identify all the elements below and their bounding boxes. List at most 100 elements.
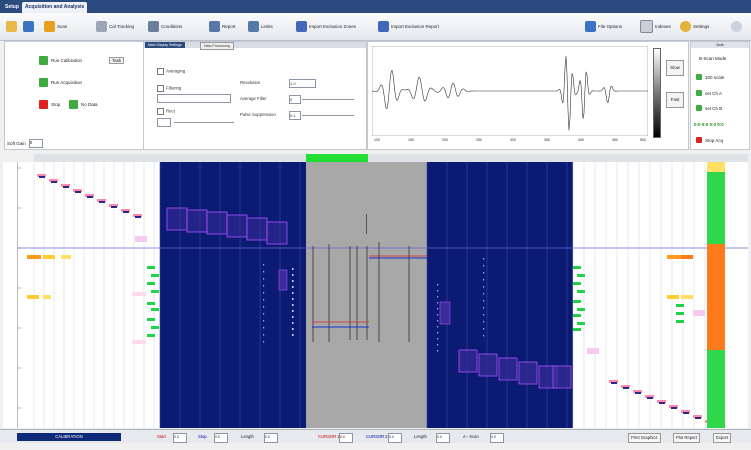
report-button[interactable]: Report <box>209 19 236 33</box>
start-value[interactable]: 0.0 <box>173 433 187 443</box>
filtering-option[interactable]: Filtering <box>157 85 181 92</box>
cursor-1-label: CURSOR 1 <box>318 434 340 439</box>
marker <box>151 326 159 329</box>
set-ch-a-button[interactable]: set Ch A <box>696 90 722 96</box>
limits-button[interactable]: Limits <box>248 19 273 33</box>
export-button[interactable]: Export <box>713 433 732 443</box>
help-button[interactable] <box>731 19 742 33</box>
resolution-input[interactable]: 1.0 <box>289 79 316 88</box>
import-report-icon <box>378 20 389 32</box>
marker <box>27 295 39 299</box>
marker <box>51 181 57 183</box>
stop-acq-button[interactable]: Stop Acq <box>696 137 723 143</box>
start-calibration-button[interactable]: Run Calibration <box>39 56 82 65</box>
average-filter-slider[interactable] <box>302 99 354 100</box>
print-graphics-button[interactable]: Print Graphics <box>628 433 661 443</box>
marker <box>147 302 155 305</box>
marker <box>693 310 705 316</box>
scale-button[interactable]: 100 scale <box>696 74 724 80</box>
marker <box>151 290 159 293</box>
marker <box>135 236 147 242</box>
mode-panel: Axis B-Scan Mode 100 scale set Ch A set … <box>690 41 750 150</box>
marker <box>133 214 142 217</box>
soft-gain-input[interactable]: 0 <box>28 139 43 148</box>
tab-acquisition-analysis[interactable]: Acquisition and Analysis <box>22 2 88 13</box>
average-filter-input[interactable]: 2 <box>289 95 301 104</box>
marker <box>49 179 58 182</box>
open-button[interactable] <box>6 19 19 33</box>
dot <box>437 314 439 316</box>
dot <box>483 300 485 302</box>
task-button[interactable]: Task <box>109 57 125 64</box>
grayscale-colorbar <box>653 48 661 138</box>
fast-button[interactable]: Fast <box>666 92 684 108</box>
scan-button[interactable]: Scan <box>44 19 67 33</box>
marker <box>43 295 51 299</box>
ascan-value[interactable]: 0.0 <box>490 433 504 443</box>
settings-tab-bar <box>144 42 366 48</box>
cursor-2-value[interactable]: 0.0 <box>388 433 402 443</box>
save-button[interactable] <box>23 19 36 33</box>
checkbox[interactable] <box>157 108 164 115</box>
dot <box>483 293 485 295</box>
tab-data-processing[interactable]: Data Processing <box>200 42 234 50</box>
scan-visualization[interactable] <box>17 162 748 428</box>
marker <box>676 304 684 307</box>
plot-report-button[interactable]: Plot Report <box>673 433 700 443</box>
rect-value-input[interactable] <box>157 118 171 127</box>
dot <box>263 299 265 301</box>
tab-setup[interactable]: Setup <box>5 4 19 10</box>
dot <box>483 279 485 281</box>
tick-label: 200 <box>442 138 448 142</box>
pulse-suppression-slider[interactable] <box>302 115 354 116</box>
pulse-suppression-input[interactable]: 0.1 <box>289 111 301 120</box>
import-exclusion-report-button[interactable]: Import Exclusion Report <box>378 19 439 33</box>
indexes-button[interactable]: Indexes <box>640 19 671 33</box>
stop-value[interactable]: 0.0 <box>214 433 228 443</box>
waveform-plot[interactable] <box>372 46 648 136</box>
file-options-button[interactable]: File Options <box>585 19 622 33</box>
marker <box>683 412 689 414</box>
dot <box>263 285 265 287</box>
tab-main-display-settings[interactable]: Main Display Settings <box>145 42 185 48</box>
dot <box>483 286 485 288</box>
set-ch-b-button[interactable]: set Ch B <box>696 105 722 111</box>
checkbox[interactable] <box>157 68 164 75</box>
filter-select[interactable] <box>157 94 231 103</box>
save-icon <box>23 20 34 32</box>
averaging-option[interactable]: Averaging <box>157 68 185 75</box>
active-channel-header[interactable] <box>306 154 368 162</box>
length-2-value[interactable]: 0.0 <box>436 433 450 443</box>
cursor-1-value[interactable]: 0.0 <box>339 433 353 443</box>
marker <box>647 397 653 399</box>
next-button[interactable]: No Data <box>69 100 98 109</box>
status-color-bar <box>707 162 725 172</box>
marker <box>99 201 105 203</box>
marker <box>151 274 159 277</box>
import-icon <box>296 20 307 32</box>
dot <box>292 334 294 336</box>
cal-tracking-button[interactable]: Cal Tracking <box>96 19 134 33</box>
checkbox[interactable] <box>157 85 164 92</box>
marker <box>132 292 146 296</box>
slow-button[interactable]: Slow <box>666 60 684 76</box>
ascan-waveform-panel: 100 150 200 250 300 350 400 450 500 Slow… <box>367 41 689 150</box>
settings-button[interactable]: Settings <box>680 19 709 33</box>
conditions-button[interactable]: Conditions <box>148 19 182 33</box>
dot <box>437 296 439 298</box>
gray-map <box>306 162 427 428</box>
dot <box>263 278 265 280</box>
dot <box>292 286 294 288</box>
defect-box <box>206 211 228 235</box>
dot <box>483 314 485 316</box>
start-acquisition-button[interactable]: Run Acquisition <box>39 78 82 87</box>
marker <box>135 216 141 218</box>
dot <box>483 307 485 309</box>
rect-option[interactable]: Rect <box>157 108 175 115</box>
next-icon <box>69 100 78 109</box>
marker <box>577 290 585 293</box>
stop-button[interactable]: Stop <box>39 100 60 109</box>
import-exclusion-zones-button[interactable]: Import Exclusion Zones <box>296 19 356 33</box>
rect-slider[interactable] <box>174 122 234 123</box>
length-value[interactable]: 0.0 <box>264 433 278 443</box>
